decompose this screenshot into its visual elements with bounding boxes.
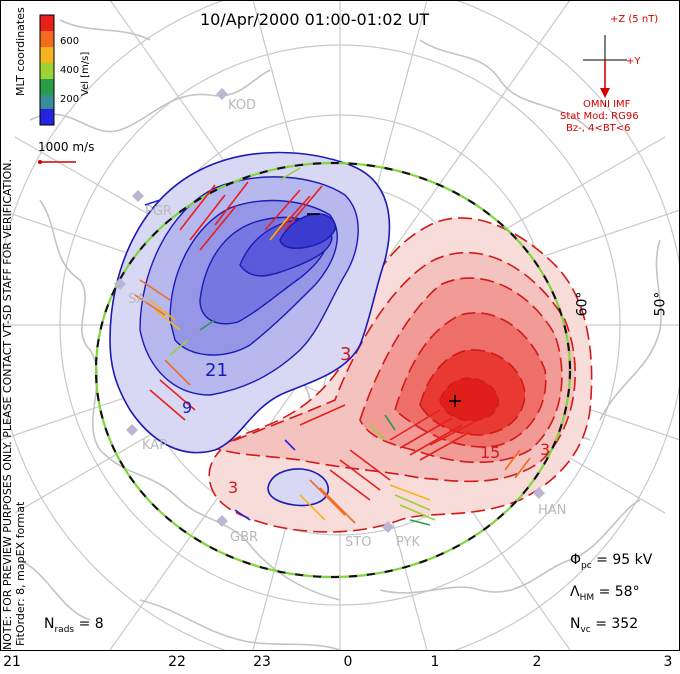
station-label-sas: SAS: [128, 292, 154, 307]
colorbar-label: Vel [m/s]: [80, 51, 91, 96]
nrads-symbol: N: [44, 616, 55, 632]
radar-station-markers: [114, 88, 545, 533]
station-label-pyk: PYK: [396, 535, 421, 550]
contour-label-neg-9: 9: [182, 398, 193, 417]
mlt-tick-2: 2: [532, 654, 542, 670]
mlt-tick-21: 21: [3, 654, 21, 670]
contour-label-neg-21: 21: [205, 360, 228, 381]
station-label-kap: KAP: [142, 438, 168, 453]
colorbar-tick-400: 400: [60, 65, 80, 76]
radar-count: Nrads = 8: [44, 616, 104, 635]
nvc-value: = 352: [595, 616, 639, 632]
contour-label-pos-3b: 3: [228, 478, 239, 497]
station-label-gbr: GBR: [230, 530, 259, 545]
nvc-subscript: vc: [580, 624, 591, 635]
cross-polar-potential: Φpc = 95 kV: [570, 552, 652, 571]
imf-y-label: +Y: [626, 56, 641, 67]
station-label-pgr: PGR: [145, 204, 172, 219]
nrads-subscript: rads: [54, 624, 75, 635]
preview-note: NOTE: FOR PREVIEW PURPOSES ONLY. PLEASE …: [1, 158, 14, 650]
map-title: 10/Apr/2000 01:00-01:02 UT: [200, 10, 430, 29]
velocity-colorbar: [39, 14, 55, 126]
phi-subscript: pc: [581, 560, 592, 571]
mlt-tick-22: 22: [168, 654, 186, 670]
nrads-value: = 8: [78, 616, 104, 632]
colorbar-tick-200: 200: [60, 94, 80, 105]
lambda-subscript: HM: [579, 592, 595, 603]
vector-scale-bar: [38, 160, 76, 164]
mlt-tick-0: 0: [343, 654, 353, 670]
imf-z-label: +Z (5 nT): [610, 14, 659, 25]
vector-scale-label: 1000 m/s: [38, 140, 95, 154]
imf-clock-dial: [583, 35, 627, 98]
phi-symbol: Φ: [570, 552, 582, 568]
station-label-kod: KOD: [228, 98, 257, 113]
imf-condition-label: Bz-, 4<BT<6: [566, 123, 631, 134]
velocity-vectors: [134, 167, 531, 526]
imf-source-label: OMNI IMF: [583, 99, 631, 110]
mlt-tick-3: 3: [663, 654, 673, 670]
station-label-han: HAN: [538, 503, 567, 518]
mlt-tick-23: 23: [253, 654, 271, 670]
lambda-value: = 58°: [598, 584, 640, 600]
fitorder-note: FitOrder: 8, mapEX format: [14, 501, 27, 646]
contour-label-pos-15: 15: [480, 443, 501, 462]
latitude-label-60: 60°: [574, 291, 591, 317]
colorbar-tick-600: 600: [60, 36, 80, 47]
latitude-label-50: 50°: [652, 291, 669, 317]
vector-count: Nvc = 352: [570, 616, 638, 635]
hm-boundary-latitude: ΛHM = 58°: [570, 584, 640, 603]
heppner-maynard-boundary-green: [94, 161, 572, 579]
coordinate-system-label: MLT coordinates: [14, 7, 27, 96]
lambda-symbol: Λ: [570, 584, 580, 600]
negative-convection-cell: [109, 151, 391, 507]
nvc-symbol: N: [570, 616, 581, 632]
imf-model-label: Stat Mod: RG96: [560, 111, 639, 122]
phi-value: = 95 kV: [596, 552, 653, 568]
potential-maximum-marker: [449, 395, 461, 407]
mlt-tick-1: 1: [430, 654, 440, 670]
station-label-sto: STO: [345, 535, 372, 550]
contour-label-pos-3a: 3: [340, 344, 352, 365]
contour-label-pos-3c: 3: [540, 440, 551, 459]
positive-convection-cell: [208, 217, 593, 533]
